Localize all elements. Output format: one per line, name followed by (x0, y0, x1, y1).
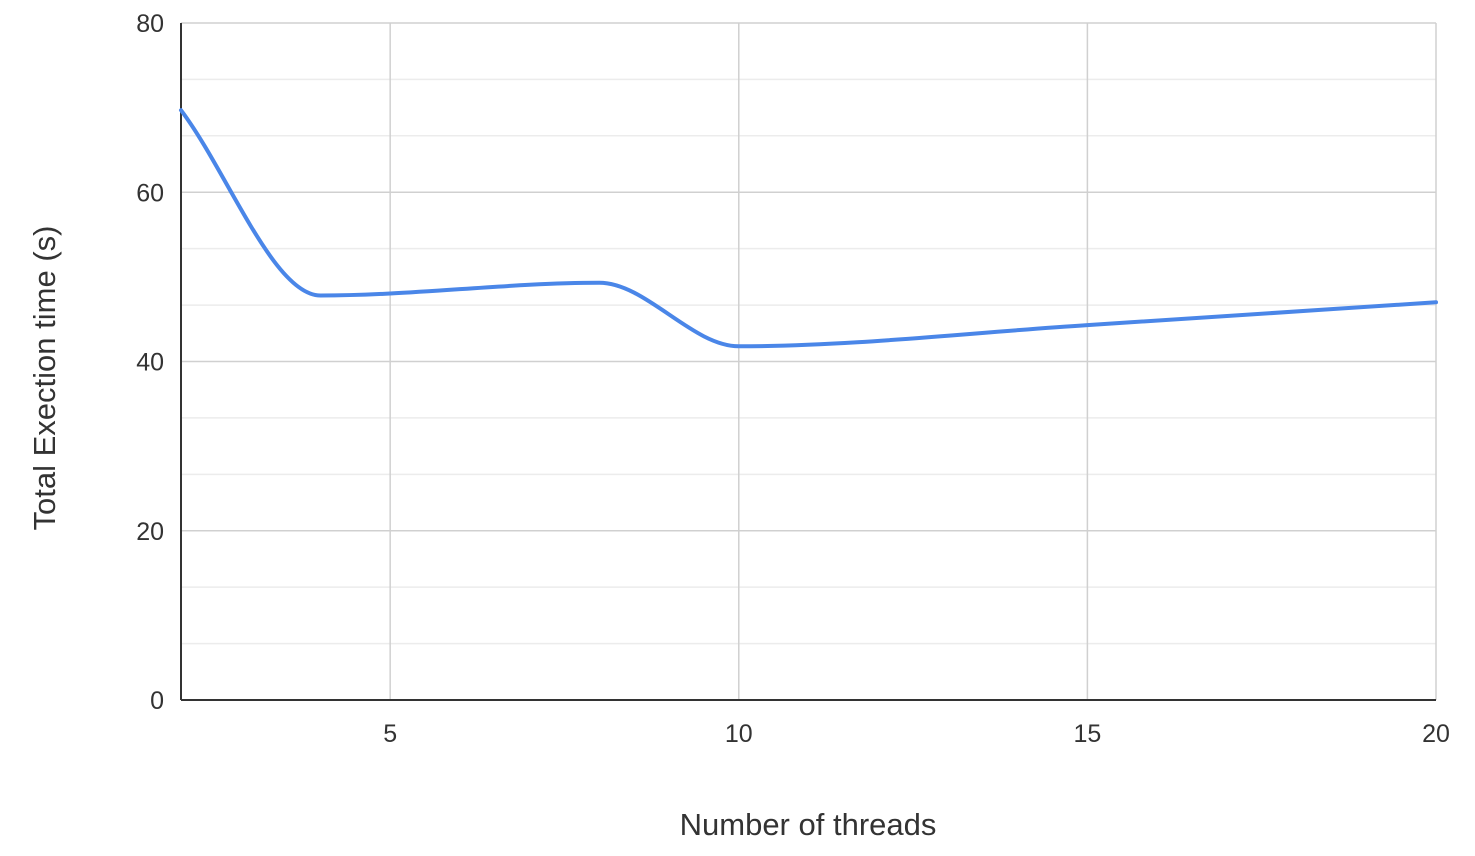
series-lines (179, 108, 1438, 349)
x-tick-label: 10 (725, 720, 753, 748)
y-tick-label: 40 (136, 349, 164, 377)
y-axis-title: Total Exection time (s) (27, 226, 62, 531)
series-line (179, 108, 1438, 349)
y-tick-label: 0 (150, 687, 164, 715)
grid-lines (181, 22, 1437, 700)
x-tick-label: 5 (383, 720, 397, 748)
x-tick-label: 15 (1073, 720, 1101, 748)
x-tick-label: 20 (1422, 720, 1450, 748)
tick-labels: 0 20 40 60 80 5 10 15 20 (136, 10, 1450, 748)
y-tick-label: 60 (136, 179, 164, 207)
y-tick-label: 20 (136, 518, 164, 546)
x-axis-title: Number of threads (680, 807, 937, 842)
axes (180, 23, 1436, 701)
y-tick-label: 80 (136, 10, 164, 38)
